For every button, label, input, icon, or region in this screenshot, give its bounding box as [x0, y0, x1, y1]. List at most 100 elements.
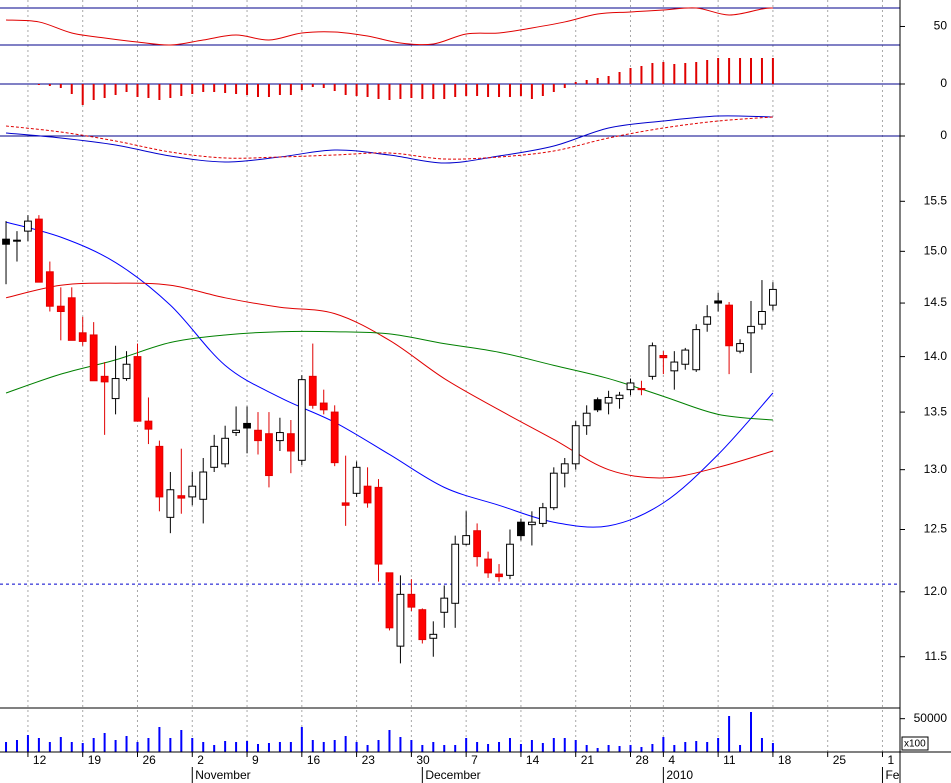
candle-body — [549, 472, 558, 509]
x-tick-label: 12 — [33, 753, 47, 767]
candle-body — [89, 334, 98, 382]
y-tick-label: 14.5 — [924, 295, 948, 309]
bar — [454, 84, 457, 97]
bar — [629, 745, 632, 752]
unit-box — [901, 736, 929, 751]
y-tick-label: 11.5 — [925, 649, 948, 663]
candle-body — [243, 422, 251, 429]
candle-body — [363, 485, 372, 504]
bar — [771, 743, 774, 752]
bar — [147, 738, 150, 752]
bar — [640, 66, 643, 84]
candle-body — [758, 310, 766, 325]
y-tick-label: 15.5 — [924, 193, 948, 207]
bar — [289, 742, 292, 752]
bar — [289, 84, 292, 95]
bar — [476, 742, 479, 752]
bar — [443, 84, 446, 99]
bar — [81, 84, 84, 105]
bar — [421, 745, 424, 752]
bar — [684, 742, 687, 752]
candle-body — [538, 507, 547, 524]
bar — [399, 737, 402, 752]
bar — [202, 742, 205, 752]
candle-body — [352, 466, 361, 494]
bar — [607, 745, 610, 752]
candle-body — [462, 535, 471, 545]
bar — [574, 740, 577, 752]
candle-body — [100, 375, 109, 383]
candle-body — [495, 573, 503, 578]
candle-body — [571, 425, 580, 465]
candle-body — [13, 239, 21, 242]
bar — [311, 84, 314, 87]
bar — [487, 744, 490, 752]
month-label: December — [425, 768, 480, 782]
candle-body — [736, 343, 744, 352]
bar — [432, 84, 435, 99]
candle-body — [670, 361, 679, 372]
bar — [213, 84, 216, 92]
series-line — [5, 115, 773, 164]
bar — [344, 736, 347, 752]
candle-body — [648, 345, 657, 377]
bar — [706, 60, 709, 84]
bar — [125, 84, 128, 92]
candle-body — [297, 379, 306, 461]
x-tick-label: 14 — [526, 753, 540, 767]
candle-body — [78, 332, 87, 342]
candle-body — [2, 238, 10, 245]
bar — [136, 742, 139, 752]
bar — [596, 78, 599, 84]
x-tick-label: 30 — [416, 753, 430, 767]
bar — [673, 745, 676, 752]
bar — [388, 84, 391, 100]
candle-body — [67, 297, 76, 341]
bar — [333, 84, 336, 91]
candle-body — [396, 593, 405, 647]
x-tick-label: 1 — [887, 753, 894, 767]
bar — [399, 84, 402, 99]
month-label: 2010 — [666, 768, 693, 782]
series-line — [5, 221, 774, 528]
candle-body — [265, 433, 273, 477]
candle-body — [385, 572, 394, 629]
bar — [498, 742, 501, 752]
bar — [618, 746, 621, 752]
candle-body — [374, 486, 383, 565]
bar — [596, 748, 599, 752]
bar — [574, 82, 577, 84]
candle-body — [506, 543, 514, 576]
bar — [465, 84, 468, 96]
bar — [344, 84, 347, 95]
series-line — [5, 330, 773, 421]
bar — [355, 742, 358, 752]
candle-body — [319, 402, 328, 411]
candle-body — [615, 394, 624, 400]
series-line — [5, 7, 773, 46]
y-tick-label: 0 — [940, 128, 947, 142]
bar — [257, 744, 260, 752]
bar — [629, 68, 632, 84]
candle-body — [177, 495, 186, 499]
x-tick-label: 16 — [307, 753, 321, 767]
bar — [267, 84, 270, 97]
bar — [300, 84, 303, 90]
bar — [377, 740, 380, 752]
candle-body — [593, 399, 602, 411]
candle-body — [714, 300, 723, 304]
bar — [202, 84, 205, 92]
candle-body — [769, 288, 777, 306]
bar — [48, 84, 51, 86]
bar — [662, 737, 665, 752]
month-label: Fe — [885, 768, 899, 782]
candle-body — [276, 432, 284, 442]
y-tick-label: 14.0 — [924, 349, 948, 363]
bar — [224, 741, 227, 752]
bar — [59, 737, 62, 752]
bar — [257, 84, 260, 97]
bar — [114, 740, 117, 752]
bar — [388, 730, 391, 752]
x-tick-label: 7 — [471, 753, 478, 767]
bar — [662, 62, 665, 84]
